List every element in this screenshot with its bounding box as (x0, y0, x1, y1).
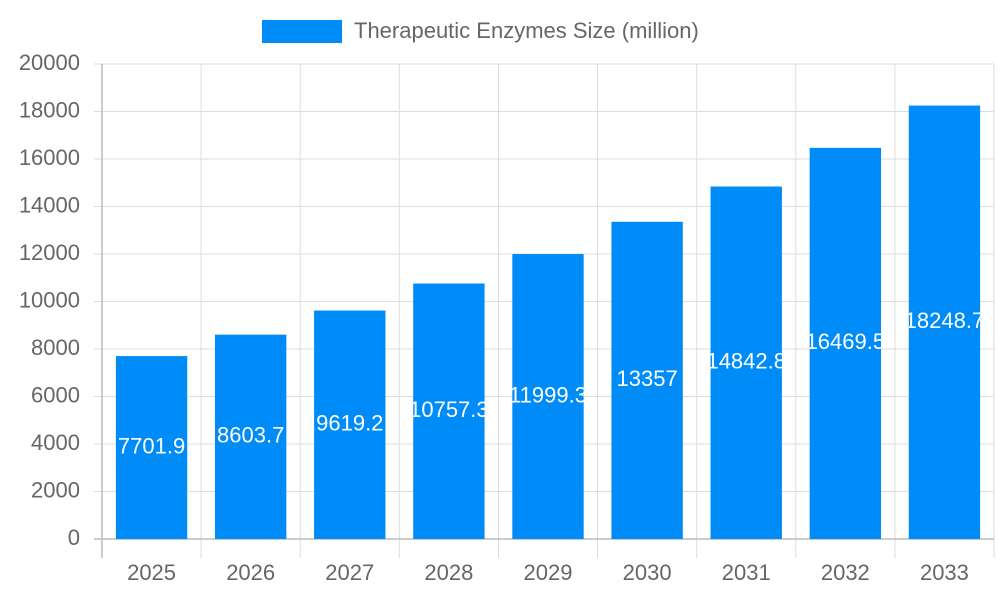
bar (413, 283, 485, 539)
y-tick-label: 14000 (19, 192, 80, 217)
bar (908, 105, 981, 539)
bar (809, 147, 882, 540)
y-tick-label: 16000 (19, 145, 80, 170)
x-tick-label: 2030 (623, 560, 672, 585)
y-tick-label: 10000 (19, 287, 80, 312)
x-tick-label: 2028 (424, 560, 473, 585)
value-label: 10757.3 (409, 397, 489, 422)
legend-swatch (262, 20, 342, 43)
y-tick-label: 6000 (31, 382, 80, 407)
value-label: 18248.7 (905, 308, 985, 333)
bar (710, 186, 782, 539)
bar (314, 310, 386, 539)
y-tick-label: 18000 (19, 97, 80, 122)
y-tick-label: 20000 (19, 50, 80, 75)
bar (115, 356, 188, 539)
y-tick-label: 0 (68, 525, 80, 550)
x-tick-label: 2025 (127, 560, 176, 585)
y-tick-label: 8000 (31, 335, 80, 360)
x-tick-label: 2026 (226, 560, 275, 585)
y-tick-label: 4000 (31, 430, 80, 455)
value-label: 11999.3 (509, 382, 587, 407)
value-label: 8603.7 (217, 423, 284, 448)
x-tick-label: 2032 (821, 560, 870, 585)
value-label: 13357 (617, 366, 678, 391)
bar (214, 334, 287, 539)
value-label: 14842.8 (706, 349, 786, 374)
bar (611, 221, 683, 540)
value-label: 16469.5 (806, 329, 886, 354)
x-tick-label: 2029 (524, 560, 573, 585)
y-tick-label: 2000 (31, 477, 80, 502)
value-label: 7701.9 (118, 433, 185, 458)
x-tick-label: 2031 (722, 560, 771, 585)
value-label: 9619.2 (316, 411, 383, 436)
x-tick-label: 2027 (325, 560, 374, 585)
legend-label: Therapeutic Enzymes Size (million) (354, 18, 699, 43)
bar (512, 254, 584, 539)
x-tick-label: 2033 (920, 560, 969, 585)
y-tick-label: 12000 (19, 240, 80, 265)
